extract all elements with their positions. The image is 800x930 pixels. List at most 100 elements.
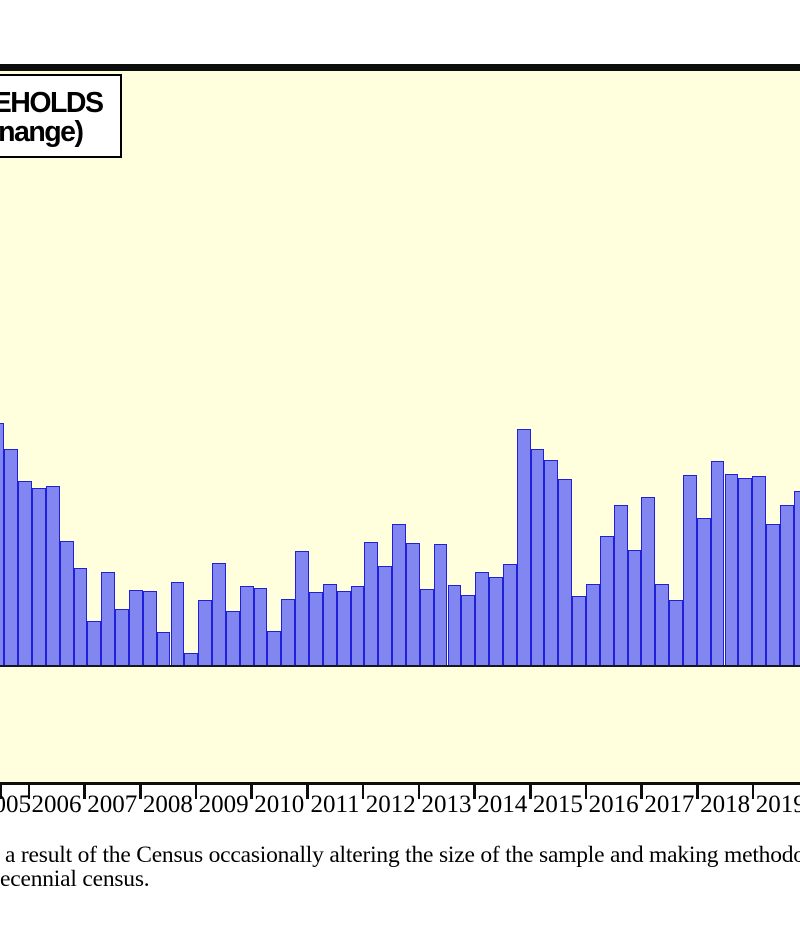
bar xyxy=(738,478,753,667)
bar xyxy=(267,631,282,667)
bar xyxy=(558,479,573,667)
bar xyxy=(378,566,393,667)
bar xyxy=(350,586,365,667)
x-tick-label: 2008 xyxy=(142,791,193,818)
bar xyxy=(45,486,60,667)
bar xyxy=(696,518,711,667)
bar xyxy=(59,541,74,667)
x-tick-label: 2014 xyxy=(477,791,528,818)
x-tick-label: 2017 xyxy=(644,791,695,818)
chart-title-box: EHOLDS nange) xyxy=(0,73,122,158)
bar xyxy=(572,596,586,667)
bar xyxy=(586,584,600,667)
bar xyxy=(405,543,420,667)
x-axis-tick xyxy=(306,785,309,799)
bar xyxy=(18,481,32,667)
bar xyxy=(336,591,351,667)
bar xyxy=(710,461,725,667)
x-tick-label: 2013 xyxy=(421,791,472,818)
bar xyxy=(419,589,434,667)
bar xyxy=(447,585,462,667)
bar xyxy=(0,423,5,667)
bar xyxy=(184,653,199,667)
bar xyxy=(115,609,129,667)
bar xyxy=(281,599,296,667)
footnote-line1: a result of the Census occasionally alte… xyxy=(5,842,800,868)
zero-baseline xyxy=(0,664,800,667)
bar xyxy=(142,591,157,667)
bar xyxy=(655,584,670,667)
bar xyxy=(198,600,213,667)
bar xyxy=(364,542,379,667)
x-axis-tick xyxy=(194,785,198,799)
bar xyxy=(682,475,697,667)
x-tick-label: 2007 xyxy=(87,791,138,818)
x-axis-tick xyxy=(83,785,86,799)
x-tick-label: 2009 xyxy=(198,791,249,818)
bar xyxy=(156,632,171,667)
footnote-line2: ecennial census. xyxy=(0,865,150,892)
bar xyxy=(502,564,517,667)
x-axis-tick xyxy=(696,785,699,799)
bar xyxy=(779,505,794,667)
chart-title-line2: nange) xyxy=(0,116,84,148)
bar xyxy=(544,460,559,667)
bar xyxy=(212,563,226,667)
bar xyxy=(433,544,448,667)
x-axis-tick xyxy=(0,785,3,799)
bar xyxy=(392,524,406,667)
bar xyxy=(128,590,143,667)
bar xyxy=(322,584,337,667)
bar xyxy=(73,568,88,667)
bar xyxy=(4,449,19,667)
x-tick-label: 2016 xyxy=(588,791,639,818)
bar xyxy=(295,551,309,667)
x-axis-tick xyxy=(361,785,365,799)
x-axis-tick xyxy=(529,785,532,799)
bar xyxy=(613,505,628,667)
bar xyxy=(101,572,116,667)
bar xyxy=(489,577,503,667)
x-axis-tick xyxy=(250,785,254,799)
x-tick-label: 2011 xyxy=(310,791,360,818)
x-tick-label: 2006 xyxy=(31,791,82,818)
x-tick-label: 2005 xyxy=(0,791,31,818)
bar xyxy=(752,476,767,667)
bar xyxy=(32,488,46,667)
x-axis-tick xyxy=(27,785,31,799)
x-axis-tick xyxy=(584,785,588,799)
x-tick-label: 2015 xyxy=(532,791,583,818)
x-axis-tick xyxy=(751,785,755,799)
x-axis-tick xyxy=(139,785,142,799)
x-tick-label: 2018 xyxy=(700,791,751,818)
bar xyxy=(669,600,683,667)
bar xyxy=(253,588,268,667)
x-axis-line xyxy=(0,782,800,786)
bar xyxy=(475,572,490,667)
x-axis-tick xyxy=(473,785,476,799)
bar xyxy=(170,582,185,667)
bar xyxy=(724,474,739,667)
bar xyxy=(766,524,780,667)
bar xyxy=(225,611,240,667)
bar xyxy=(87,621,102,667)
bar xyxy=(793,491,800,667)
bar xyxy=(627,550,642,667)
bar xyxy=(516,429,531,667)
x-axis-tick xyxy=(417,785,421,799)
bar xyxy=(641,497,656,667)
plot-top-border xyxy=(0,64,800,71)
bar xyxy=(599,536,614,667)
x-tick-label: 2012 xyxy=(365,791,416,818)
bar xyxy=(530,449,545,667)
x-tick-label: 2010 xyxy=(254,791,305,818)
x-tick-label: 2019 xyxy=(755,791,800,818)
bar xyxy=(239,586,254,667)
chart-title-line1: EHOLDS xyxy=(0,86,104,119)
bar xyxy=(461,595,476,667)
x-axis-tick xyxy=(640,785,644,799)
